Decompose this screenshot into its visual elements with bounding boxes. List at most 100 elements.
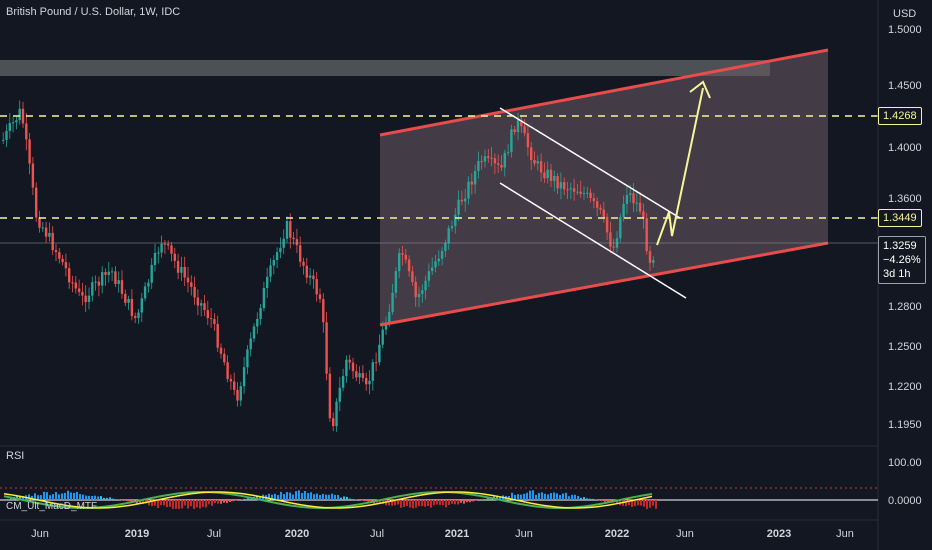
macd-bar	[403, 500, 405, 507]
candle-body	[431, 267, 434, 272]
macd-bar	[571, 494, 573, 500]
candle-body	[44, 227, 48, 237]
candle-body	[632, 193, 635, 204]
candle-body	[424, 280, 427, 291]
candle-body	[266, 276, 269, 289]
macd-bar	[646, 500, 648, 510]
y-tick: 1.2800	[888, 301, 922, 313]
macd-bar	[304, 490, 306, 500]
candle-body	[533, 160, 536, 164]
macd-bar	[601, 500, 603, 501]
macd-bar	[124, 500, 126, 501]
y-tick: 1.2500	[888, 341, 922, 353]
macd-bar	[655, 500, 657, 509]
candle-body	[338, 387, 341, 402]
macd-bar	[157, 500, 159, 509]
candle-body	[31, 163, 35, 188]
candle-body	[101, 272, 104, 286]
macd-bar	[556, 493, 558, 500]
macd-bar	[430, 500, 432, 508]
macd-bar	[580, 497, 582, 500]
macd-bar	[346, 496, 348, 500]
candle-body	[579, 191, 582, 194]
candle-body	[216, 323, 219, 348]
macd-bar	[451, 500, 453, 504]
candle-body	[275, 252, 279, 261]
macd-bar	[43, 491, 45, 500]
macd-bar	[409, 500, 411, 508]
candle-body	[279, 247, 282, 253]
candle-body	[58, 252, 61, 259]
candle-body	[520, 120, 523, 127]
macd-tick: 0.0000	[888, 495, 922, 507]
candle-body	[371, 362, 374, 381]
candle-body	[612, 246, 615, 248]
candle-body	[592, 198, 596, 202]
candle-body	[483, 156, 487, 162]
candle-body	[473, 170, 477, 185]
macd-bar	[442, 500, 444, 506]
macd-bar	[592, 498, 594, 500]
macd-bar	[526, 492, 528, 500]
macd-label[interactable]: CM_Ult_MacD_MTF	[6, 501, 98, 512]
candle-body	[361, 373, 365, 379]
candle-body	[180, 267, 183, 273]
desc-channel-lower	[499, 182, 687, 299]
candle-body	[341, 376, 345, 388]
macd-bar	[115, 499, 117, 500]
macd-bar	[328, 494, 330, 500]
macd-bar	[73, 492, 75, 500]
macd-bar	[181, 500, 183, 509]
candle-body	[619, 216, 622, 239]
macd-bar	[172, 500, 174, 509]
candle-body	[543, 172, 546, 179]
rising-channel	[380, 50, 828, 325]
candle-body	[104, 272, 107, 275]
candle-body	[252, 326, 256, 339]
macd-bar	[82, 494, 84, 500]
candle-body	[549, 169, 553, 181]
macd-bar	[577, 495, 579, 500]
macd-bar	[517, 494, 519, 500]
candle-body	[299, 245, 302, 262]
x-tick: Jun	[676, 528, 694, 540]
candle-body	[229, 378, 233, 382]
candle-body	[401, 253, 404, 255]
macd-bar	[4, 499, 6, 500]
macd-bar	[274, 493, 276, 500]
macd-bar	[559, 495, 561, 500]
candle-body	[190, 282, 193, 287]
candle-body	[523, 126, 526, 134]
macd-bar	[97, 496, 99, 500]
macd-bar	[22, 495, 24, 500]
macd-bar	[532, 490, 534, 500]
candle-body	[605, 216, 609, 233]
candle-body	[652, 260, 655, 263]
candle-body	[602, 209, 605, 217]
price-change: −4.26%	[883, 254, 921, 266]
candle-body	[497, 163, 500, 165]
x-tick: 2020	[284, 528, 310, 540]
candle-body	[365, 378, 368, 385]
candle-body	[233, 381, 236, 390]
macd-bar	[148, 500, 150, 506]
macd-bar	[76, 491, 78, 500]
rsi-label[interactable]: RSI	[6, 450, 25, 462]
candle-body	[5, 130, 8, 140]
candle-body	[68, 268, 71, 283]
candle-body	[77, 288, 81, 293]
candle-body	[332, 418, 335, 427]
candle-body	[516, 120, 520, 132]
candle-body	[434, 261, 437, 268]
macd-bar	[283, 494, 285, 500]
candle-body	[2, 139, 5, 141]
candle-body	[470, 181, 473, 185]
candle-body	[414, 281, 417, 298]
candle-body	[71, 282, 74, 284]
candle-body	[289, 221, 292, 238]
macd-bar	[484, 499, 486, 500]
macd-bar	[388, 500, 390, 506]
macd-bar	[211, 500, 213, 506]
candle-body	[167, 243, 170, 246]
